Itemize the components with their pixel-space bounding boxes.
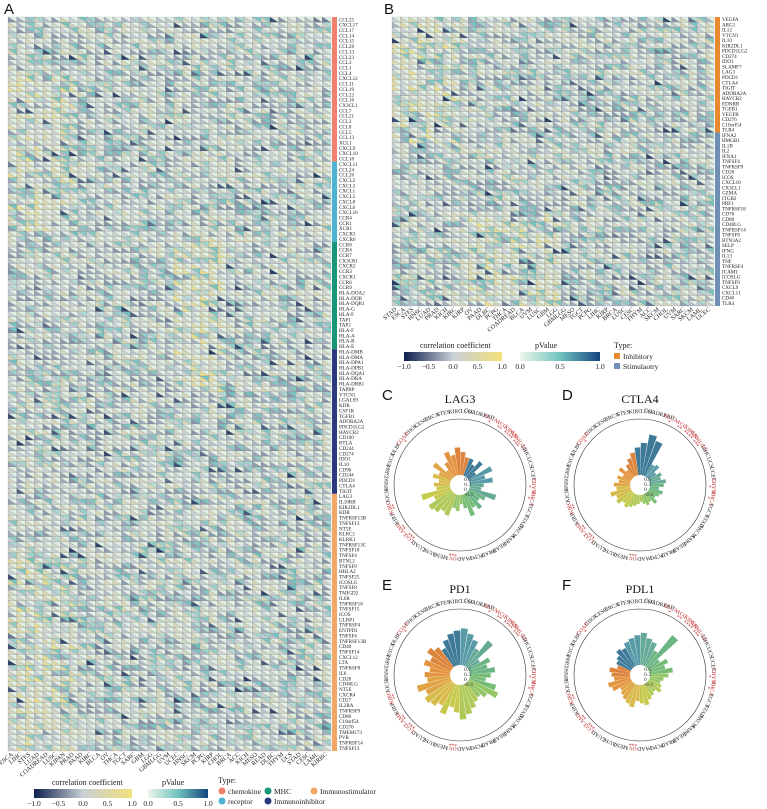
heatmap-a	[7, 16, 332, 752]
panel-label-b: B	[384, 1, 394, 18]
panel-label-a: A	[4, 1, 14, 18]
